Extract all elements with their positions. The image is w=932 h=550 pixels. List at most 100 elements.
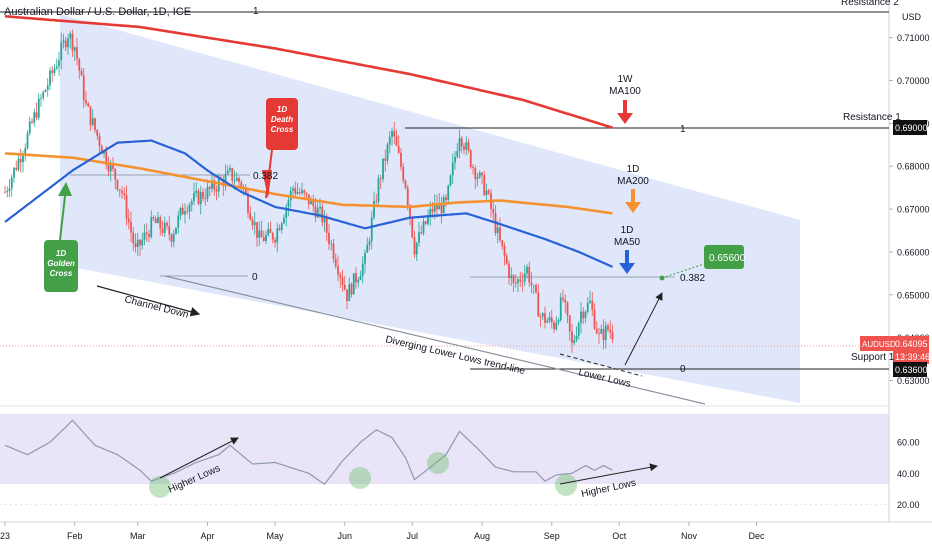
candle xyxy=(267,222,270,237)
fib-0382-b-label: 0.382 xyxy=(680,273,705,284)
candle xyxy=(352,273,355,295)
candle xyxy=(260,220,263,238)
candle xyxy=(503,242,506,266)
target-badge-label: 0.65600 xyxy=(709,253,746,264)
chart-title: Australian Dollar / U.S. Dollar, 1D, ICE xyxy=(4,6,191,18)
candle xyxy=(555,315,558,331)
candle xyxy=(474,165,477,190)
candle xyxy=(258,221,261,246)
candle xyxy=(17,153,20,172)
candle xyxy=(67,34,69,55)
candle xyxy=(190,198,193,212)
candle xyxy=(253,211,256,235)
rsi-tick-label: 20.00 xyxy=(897,500,920,510)
candle xyxy=(298,187,301,196)
candle xyxy=(580,301,582,334)
candle xyxy=(15,160,18,172)
candle xyxy=(186,205,189,215)
candle xyxy=(582,307,585,324)
candle xyxy=(141,232,144,250)
candle xyxy=(537,283,540,317)
channel-down-label: Channel Down xyxy=(123,294,189,321)
candle xyxy=(24,143,27,162)
candle xyxy=(366,237,369,253)
candle xyxy=(361,256,364,284)
rsi-axis: 60.00 40.00 20.00 xyxy=(0,438,920,510)
candle xyxy=(404,179,407,190)
rsi-low-marker-4 xyxy=(555,474,577,496)
candle xyxy=(593,303,596,331)
candle xyxy=(388,131,391,154)
candle xyxy=(231,167,234,185)
candle xyxy=(458,129,461,159)
candle xyxy=(31,117,33,125)
resistance-2-label: Resistance 2 xyxy=(841,0,899,8)
candle xyxy=(604,321,607,349)
lower-lows-dashed xyxy=(559,353,643,377)
candle xyxy=(148,230,150,243)
candle xyxy=(343,275,346,291)
candle xyxy=(256,222,258,247)
candle xyxy=(136,232,139,256)
candle xyxy=(483,170,486,197)
candle xyxy=(607,323,609,333)
candle xyxy=(13,166,15,183)
candle xyxy=(375,193,378,205)
candle xyxy=(359,270,362,281)
candle xyxy=(395,129,398,147)
candle xyxy=(163,216,166,238)
currency-label: USD xyxy=(902,12,922,22)
candle xyxy=(44,88,47,93)
candle xyxy=(71,29,74,57)
ma100-label: 1W MA100 xyxy=(609,74,641,97)
candle xyxy=(301,182,303,196)
candle xyxy=(528,261,531,287)
candle xyxy=(224,163,227,191)
candle xyxy=(197,188,200,206)
candle xyxy=(76,37,78,66)
golden-cross-label: 1D Golden Cross xyxy=(47,249,75,278)
candle xyxy=(6,186,9,198)
candle xyxy=(568,314,571,341)
candle xyxy=(546,317,549,324)
candle xyxy=(172,229,175,248)
candle xyxy=(278,224,281,231)
candle xyxy=(436,194,438,218)
candle xyxy=(415,241,418,262)
candle xyxy=(577,320,580,340)
candle xyxy=(591,291,594,317)
candle xyxy=(33,108,36,127)
candle xyxy=(339,272,342,288)
candle xyxy=(118,189,121,197)
rsi-low-marker-3 xyxy=(427,452,449,474)
candle xyxy=(87,101,90,107)
candle xyxy=(60,32,63,70)
candle xyxy=(159,215,162,236)
candle xyxy=(274,237,276,248)
candle xyxy=(460,136,463,153)
candle xyxy=(116,179,119,192)
candle xyxy=(89,106,92,131)
death-cross-label: 1D Death Cross xyxy=(271,105,294,134)
candle xyxy=(125,185,128,226)
candle xyxy=(478,170,481,179)
candle xyxy=(526,264,528,279)
candle xyxy=(467,138,470,154)
time-tick-label: Mar xyxy=(130,531,146,541)
candle xyxy=(382,158,384,183)
candle xyxy=(420,225,423,235)
time-tick-label: May xyxy=(266,531,284,541)
candle xyxy=(4,185,6,194)
candle xyxy=(168,216,171,241)
candle xyxy=(512,274,515,293)
candle xyxy=(611,324,614,344)
candle xyxy=(476,172,479,187)
rsi-tick-label: 40.00 xyxy=(897,469,920,479)
candle xyxy=(78,57,81,80)
candle xyxy=(305,192,308,199)
ma200-label: 1D MA200 xyxy=(617,164,649,187)
candle xyxy=(152,215,155,222)
candle xyxy=(330,239,333,251)
candle xyxy=(28,116,31,136)
